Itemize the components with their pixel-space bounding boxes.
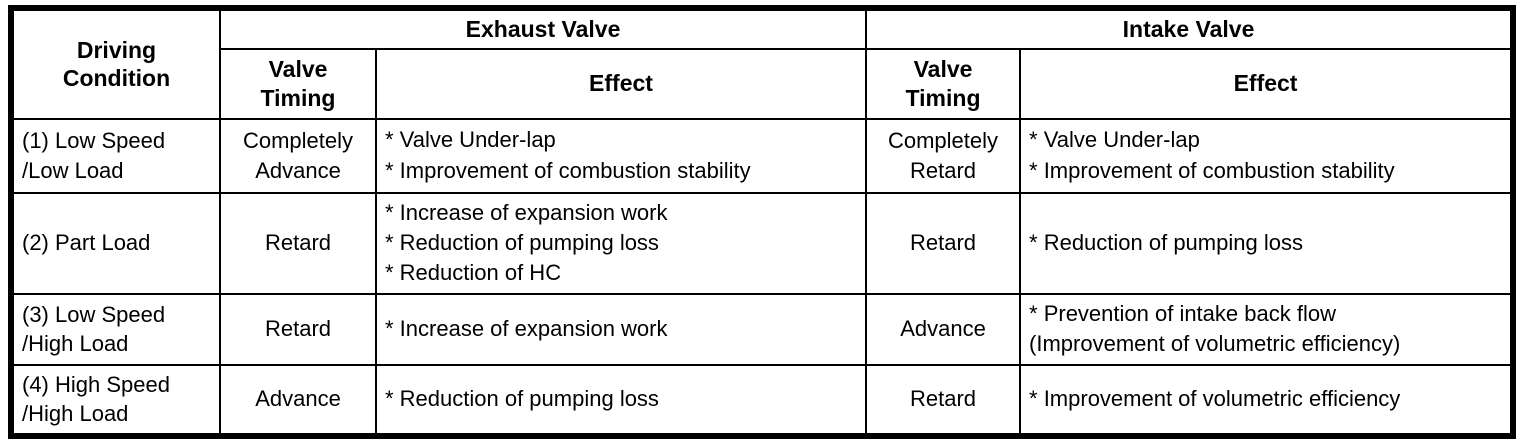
effect-line: * Improvement of combustion stability (1029, 157, 1395, 183)
header-row-groups: Driving Condition Exhaust Valve Intake V… (10, 7, 1515, 120)
effect-line: * Increase of expansion work (385, 316, 668, 341)
header-exhaust-valve: Exhaust Valve (218, 7, 868, 50)
row-3-intake-effect: * Prevention of intake back flow (Improv… (1019, 292, 1515, 366)
row-3-intake-timing: Advance (865, 292, 1022, 366)
row-2-exhaust-effect: * Increase of expansion work * Reduction… (374, 191, 868, 295)
row-4-exhaust-timing: Advance (219, 363, 377, 437)
row-2-exhaust-timing: Retard (219, 191, 377, 295)
row-3-exhaust-effect: * Increase of expansion work (374, 292, 868, 366)
effect-line: * Improvement of combustion stability (385, 157, 751, 183)
row-1-intake-effect: * Valve Under-lap * Improvement of combu… (1019, 117, 1515, 194)
table-row: (1) Low Speed /Low Load Completely Advan… (10, 117, 1515, 194)
effect-line: * Improvement of volumetric efficiency (1029, 386, 1401, 412)
row-3-exhaust-timing: Retard (219, 292, 377, 366)
row-4-intake-effect: * Improvement of volumetric efficiency (1019, 363, 1515, 437)
header-intake-effect: Effect (1019, 47, 1515, 120)
row-1-exhaust-effect: * Valve Under-lap * Improvement of combu… (374, 117, 868, 194)
row-1-intake-timing: Completely Retard (865, 117, 1022, 194)
header-exhaust-effect: Effect (374, 47, 868, 120)
effect-line: * Reduction of pumping loss (385, 386, 659, 412)
header-exhaust-valve-timing: Valve Timing (219, 47, 377, 120)
valve-timing-table: Driving Condition Exhaust Valve Intake V… (8, 5, 1517, 439)
table-row: (4) High Speed /High Load Advance * Redu… (10, 363, 1515, 437)
row-3-condition: (3) Low Speed /High Load (10, 292, 221, 366)
header-driving-condition: Driving Condition (10, 7, 221, 120)
effect-line: * Valve Under-lap (385, 127, 556, 153)
row-2-intake-timing: Retard (865, 191, 1022, 295)
effect-line: (Improvement of volumetric efficiency) (1029, 331, 1401, 357)
effect-line: * Prevention of intake back flow (1029, 300, 1336, 326)
effect-line: * Increase of expansion work (385, 199, 668, 225)
row-2-condition: (2) Part Load (10, 191, 221, 295)
header-intake-valve: Intake Valve (865, 7, 1515, 50)
row-4-intake-timing: Retard (865, 363, 1022, 437)
effect-line: * Reduction of pumping loss (1029, 230, 1303, 256)
row-1-condition: (1) Low Speed /Low Load (10, 117, 221, 194)
table-row: (2) Part Load Retard * Increase of expan… (10, 191, 1515, 295)
table-row: (3) Low Speed /High Load Retard * Increa… (10, 292, 1515, 366)
row-1-exhaust-timing: Completely Advance (219, 117, 377, 194)
header-row-columns: Valve Timing Effect Valve Timing Effect (11, 47, 1515, 120)
effect-line: * Reduction of pumping loss (385, 230, 659, 256)
header-intake-valve-timing: Valve Timing (865, 47, 1022, 120)
row-4-condition: (4) High Speed /High Load (10, 363, 221, 437)
effect-line: * Reduction of HC (385, 260, 562, 286)
row-2-intake-effect: * Reduction of pumping loss (1019, 191, 1515, 295)
row-4-exhaust-effect: * Reduction of pumping loss (374, 363, 868, 437)
effect-line: * Valve Under-lap (1029, 127, 1200, 153)
